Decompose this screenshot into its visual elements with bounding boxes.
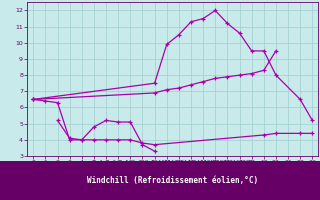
Text: 0 1 2 3 4 5 6 7 8 9 101112131415161718192021 2223: 0 1 2 3 4 5 6 7 8 9 10111213141516171819…	[93, 160, 252, 166]
Text: Windchill (Refroidissement éolien,°C): Windchill (Refroidissement éolien,°C)	[87, 176, 258, 185]
